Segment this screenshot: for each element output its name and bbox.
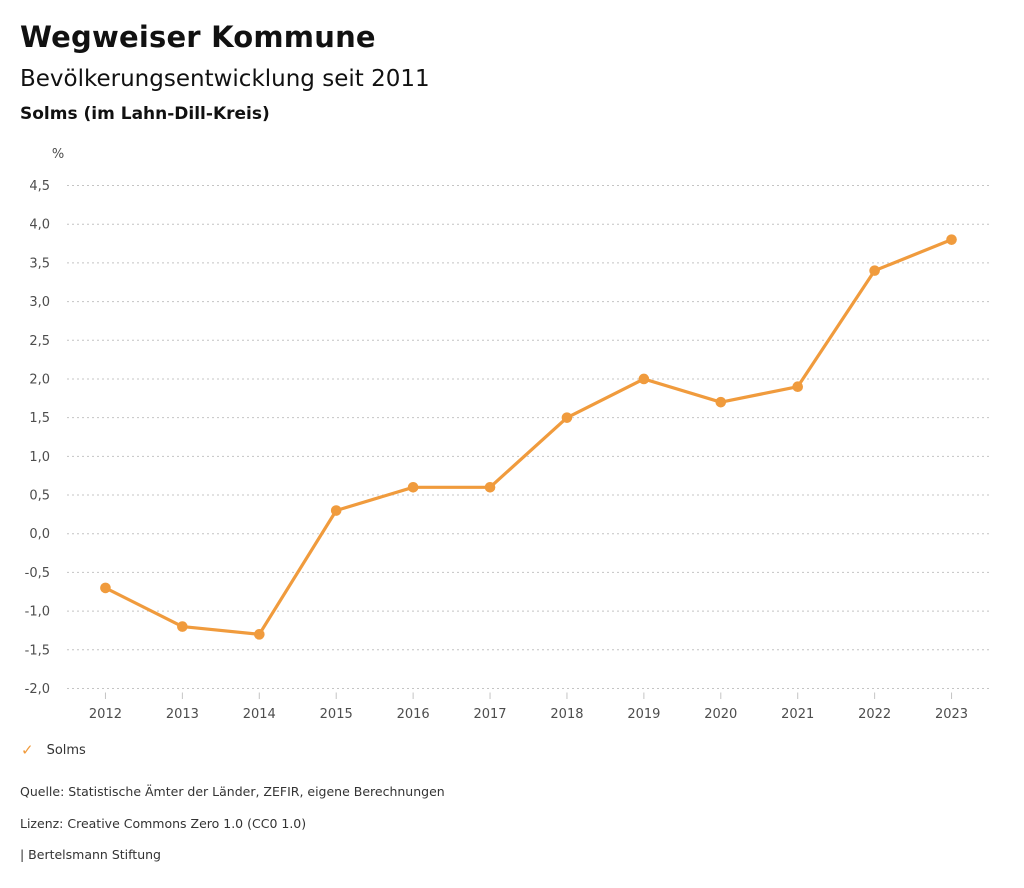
x-axis-label: 2015 [320, 707, 353, 722]
data-point-2020[interactable] [715, 396, 727, 408]
y-axis-label: 0,0 [29, 527, 50, 542]
y-axis-label: 2,5 [29, 334, 50, 349]
data-point-2018[interactable] [561, 412, 573, 423]
y-axis-label: 4,5 [29, 179, 50, 194]
y-axis-label: 3,0 [29, 295, 50, 310]
y-axis-label: 1,5 [29, 411, 50, 426]
x-axis-label: 2019 [627, 707, 660, 722]
y-axis-label: -1,5 [25, 643, 50, 658]
x-axis-label: 2016 [397, 707, 430, 722]
x-axis-label: 2023 [935, 707, 968, 722]
y-axis-label: -2,0 [25, 682, 50, 697]
x-axis-label: 2020 [704, 707, 737, 722]
legend-label: Solms [46, 743, 86, 758]
data-point-2022[interactable] [869, 265, 880, 276]
y-axis-label: 2,0 [29, 372, 50, 387]
x-axis-label: 2018 [550, 707, 583, 722]
x-axis-label: 2021 [781, 707, 814, 722]
chart-region-subtitle: Solms (im Lahn-Dill-Kreis) [20, 104, 270, 124]
y-axis-label: 3,5 [29, 256, 50, 271]
data-point-2013[interactable] [177, 621, 188, 632]
data-point-2021[interactable] [792, 381, 804, 392]
data-point-2017[interactable] [484, 482, 496, 493]
data-point-2014[interactable] [253, 629, 265, 640]
attribution-note: | Bertelsmann Stiftung [20, 847, 161, 862]
y-axis-label: -0,5 [25, 566, 50, 581]
chart-footer: Quelle: Statistische Ämter der Länder, Z… [20, 784, 445, 881]
series-line-solms [103, 238, 954, 636]
x-axis-label: 2012 [89, 707, 122, 722]
population-development-line-chart[interactable]: % 4,5 4,0 3,5 3,0 2,5 2,0 1,5 1,0 0,5 0,0 -0,5 -1,0 -… [0, 140, 1024, 730]
x-axis-label: 2017 [473, 707, 506, 722]
y-axis-label: -1,0 [25, 605, 50, 620]
x-axis-label: 2013 [166, 707, 199, 722]
y-axis-label: 0,5 [29, 489, 50, 504]
data-point-2012[interactable] [100, 582, 111, 594]
license-note: Lizenz: Creative Commons Zero 1.0 (CC0 1… [20, 815, 307, 831]
y-axis-unit-label: % [52, 147, 64, 162]
source-note: Quelle: Statistische Ämter der Länder, Z… [20, 784, 445, 799]
x-axis-label: 2014 [243, 707, 276, 722]
page-title: Wegweiser Kommune [20, 20, 376, 54]
data-point-2016[interactable] [407, 482, 419, 493]
legend-check-icon: ✓ [21, 741, 34, 759]
y-axis-label: 1,0 [29, 450, 50, 465]
chart-title: Bevölkerungsentwicklung seit 2011 [20, 66, 430, 92]
data-point-2019[interactable] [638, 373, 650, 385]
chart-legend-item[interactable]: ✓ Solms [21, 741, 86, 759]
x-axis-label: 2022 [858, 707, 891, 722]
data-point-2015[interactable] [330, 505, 342, 516]
y-axis-label: 4,0 [29, 218, 50, 233]
data-point-2023[interactable] [946, 234, 957, 245]
